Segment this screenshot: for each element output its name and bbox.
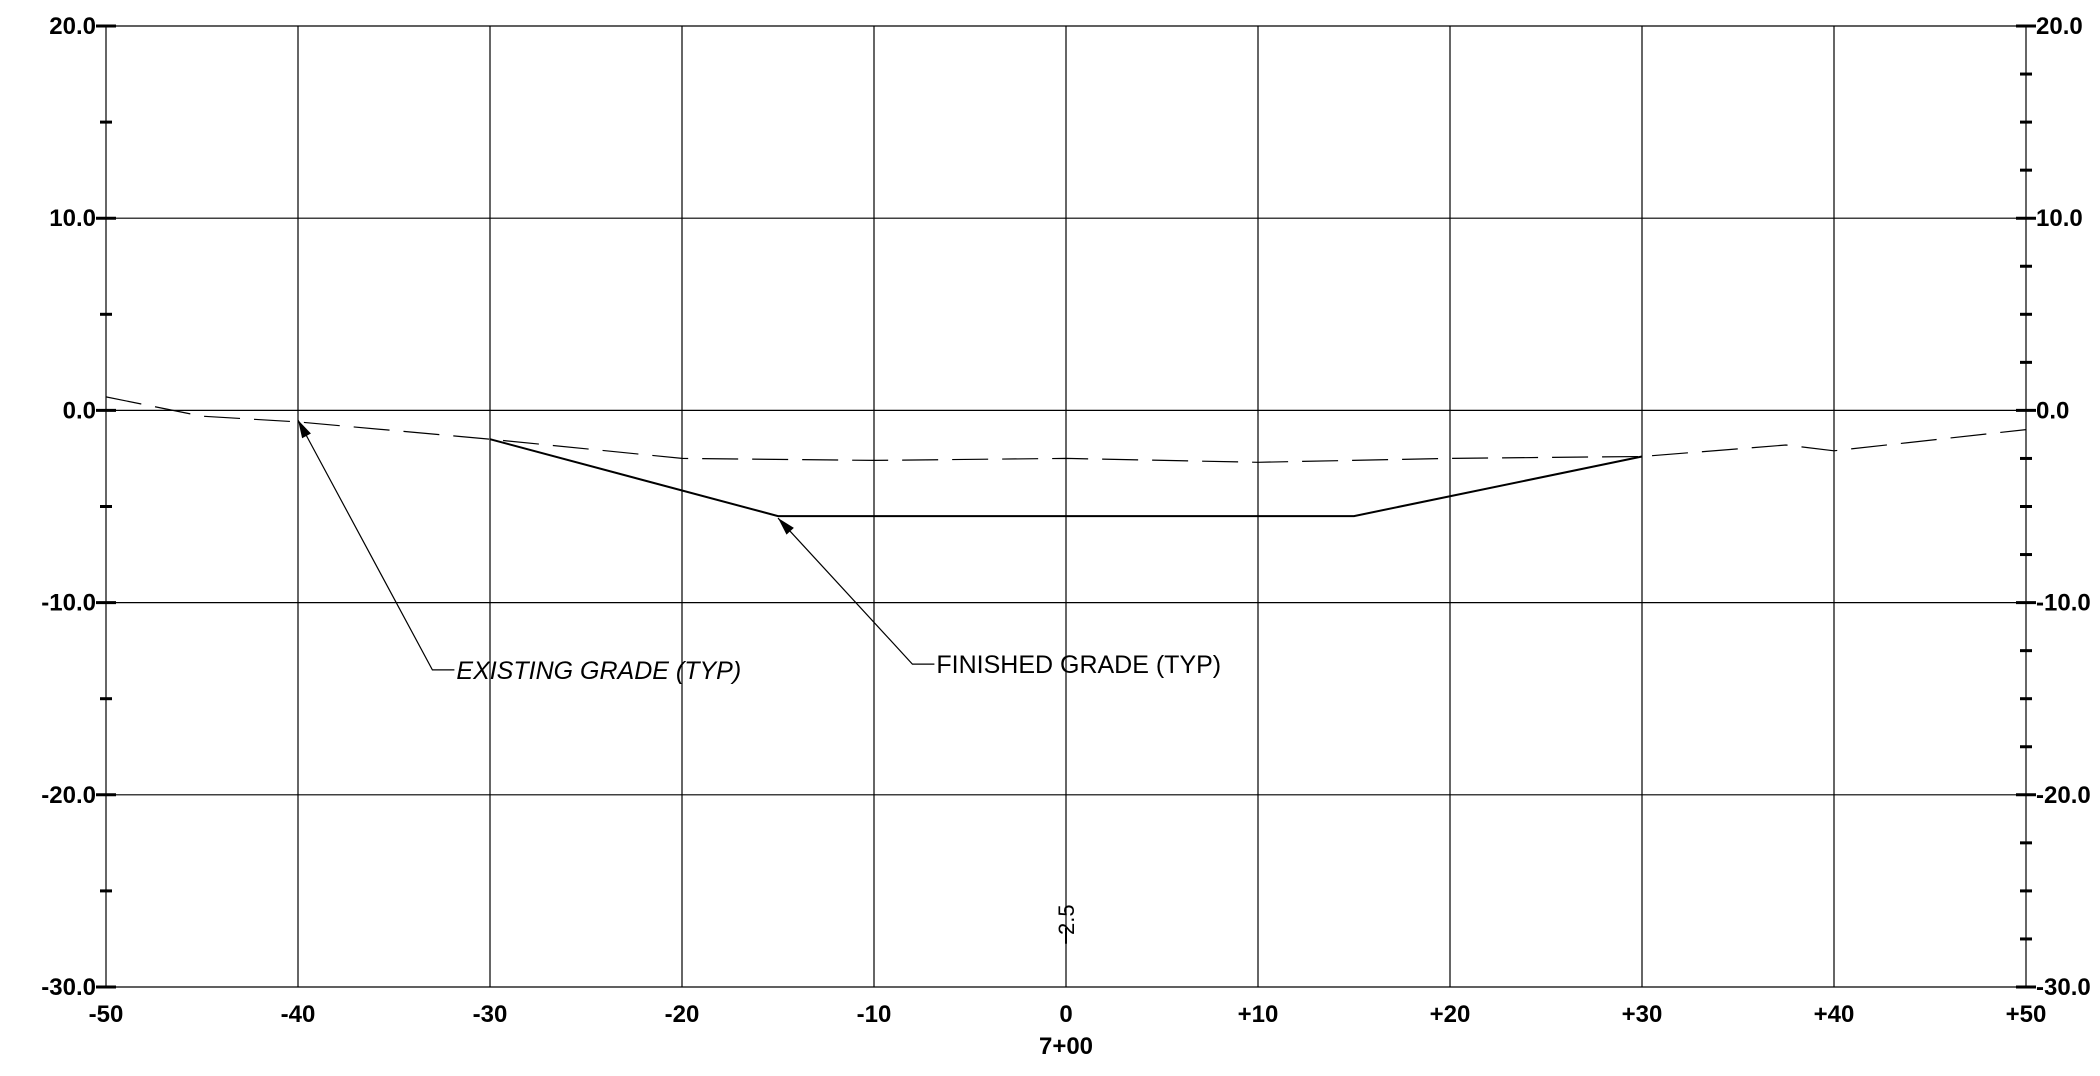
existing-grade-line	[105, 396, 2027, 463]
y-tick-label-left: 20.0	[49, 13, 96, 40]
leader-arrowhead	[298, 420, 311, 439]
y-tick-label-right: -20.0	[2036, 782, 2091, 809]
x-tick-label: -50	[89, 1001, 124, 1028]
leader-arrowhead	[778, 518, 794, 535]
station-label: 7+00	[1039, 1033, 1093, 1060]
finished-grade-label: FINISHED GRADE (TYP)	[936, 651, 1221, 679]
slope-note: 2.5	[1054, 904, 1079, 935]
x-tick-label: -30	[473, 1001, 508, 1028]
y-tick-label-right: -10.0	[2036, 590, 2091, 617]
x-tick-label: +30	[1622, 1001, 1663, 1028]
leader-line	[777, 517, 935, 665]
labels: -50 -40 -30 -20 -10 0 +10 +20 +30 +40 +50 20.0 20.0 1…	[41, 13, 2090, 1060]
y-tick-label-left: 10.0	[49, 205, 96, 232]
y-tick-label-left: -10.0	[41, 590, 96, 617]
x-tick-label: -20	[665, 1001, 700, 1028]
y-tick-label-left: -30.0	[41, 974, 96, 1001]
x-tick-label: +40	[1814, 1001, 1855, 1028]
y-tick-label-left: -20.0	[41, 782, 96, 809]
finished-grade-line	[489, 438, 1643, 518]
x-tick-label: -40	[281, 1001, 316, 1028]
y-tick-label-right: 20.0	[2036, 13, 2083, 40]
existing-grade-label: EXISTING GRADE (TYP)	[456, 657, 741, 685]
x-tick-label: +10	[1238, 1001, 1279, 1028]
x-tick-label: +20	[1430, 1001, 1471, 1028]
series-layer	[105, 396, 2027, 518]
y-tick-label-right: 0.0	[2036, 397, 2069, 424]
grid-lines	[105, 25, 2027, 988]
callouts: EXISTING GRADE (TYP) FINISHED GRADE (TYP)	[297, 419, 1221, 685]
leader-line	[297, 419, 455, 671]
x-tick-label: +50	[2006, 1001, 2047, 1028]
x-tick-label: -10	[857, 1001, 892, 1028]
y-tick-label-right: 10.0	[2036, 205, 2083, 232]
x-tick-label: 0	[1059, 1001, 1072, 1028]
y-tick-label-right: -30.0	[2036, 974, 2091, 1001]
axis-ticks	[96, 24, 2036, 989]
y-tick-label-left: 0.0	[63, 397, 96, 424]
